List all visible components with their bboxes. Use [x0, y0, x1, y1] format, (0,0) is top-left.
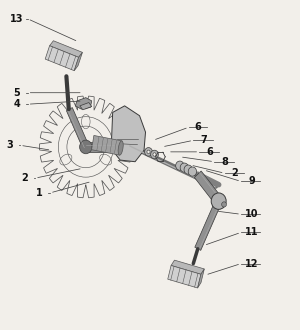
Circle shape [153, 153, 156, 156]
Polygon shape [75, 98, 92, 109]
Circle shape [184, 165, 192, 174]
Text: 3: 3 [6, 140, 13, 150]
Circle shape [180, 163, 188, 172]
Text: 2: 2 [232, 168, 238, 178]
Circle shape [145, 148, 152, 156]
Text: 11: 11 [245, 227, 258, 237]
Text: 10: 10 [245, 209, 258, 219]
Text: 6: 6 [194, 122, 201, 132]
Polygon shape [111, 106, 146, 162]
Polygon shape [66, 108, 89, 148]
Polygon shape [168, 265, 201, 288]
Circle shape [211, 193, 226, 209]
Polygon shape [80, 103, 92, 110]
Circle shape [147, 150, 150, 153]
Polygon shape [92, 135, 122, 155]
Text: 7: 7 [200, 135, 207, 145]
Circle shape [222, 202, 226, 207]
Text: 8: 8 [221, 157, 228, 167]
Ellipse shape [118, 141, 123, 155]
Text: 13: 13 [11, 14, 24, 24]
Text: 4: 4 [14, 99, 20, 109]
Polygon shape [86, 142, 114, 151]
Text: 5: 5 [14, 88, 20, 98]
Polygon shape [171, 260, 204, 274]
Polygon shape [198, 269, 204, 288]
Circle shape [188, 167, 196, 176]
Text: 1: 1 [36, 188, 43, 198]
Text: 2: 2 [21, 173, 28, 183]
Polygon shape [195, 200, 222, 250]
Polygon shape [50, 41, 82, 57]
Polygon shape [74, 52, 82, 71]
Text: 9: 9 [248, 177, 255, 186]
Text: 12: 12 [245, 259, 258, 269]
Polygon shape [194, 171, 222, 204]
Circle shape [151, 150, 158, 159]
Text: 6: 6 [206, 147, 213, 157]
Polygon shape [45, 46, 79, 71]
Circle shape [176, 161, 184, 170]
Circle shape [80, 140, 92, 154]
